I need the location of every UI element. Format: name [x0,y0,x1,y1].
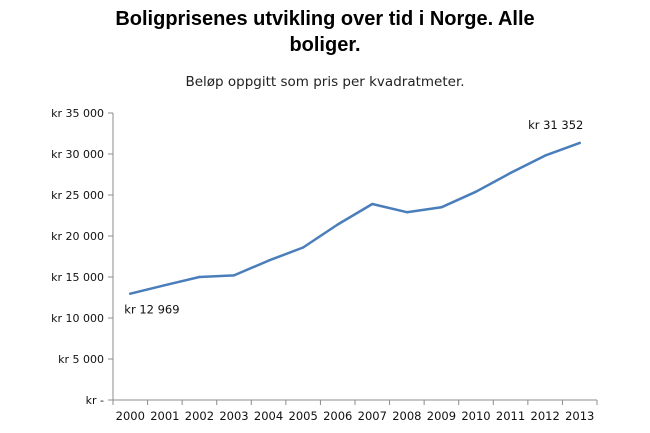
data-point [509,171,512,175]
data-point [336,223,339,226]
x-tick-label: 2003 [219,409,248,423]
data-point [163,284,167,287]
x-tick-label: 2011 [496,409,525,423]
data-point [543,154,547,157]
chart-title-line-2: boliger. [289,34,361,56]
data-point [267,259,270,262]
y-axis: kr - kr 5 000 kr 10 000 kr 15 000 kr 20 000 k… [51,107,114,407]
data-point [578,141,581,145]
y-tick-label: kr 35 000 [51,107,104,120]
y-tick-label: kr 15 000 [51,271,104,284]
y-tick-label: kr 20 000 [51,230,104,243]
data-point [198,275,201,279]
data-point [371,202,374,206]
data-point [129,292,132,295]
x-tick-label: 2002 [185,409,214,423]
data-point [440,206,443,209]
y-tick-label: kr 5 000 [58,353,104,366]
x-tick-label: 2009 [427,409,456,423]
x-tick-label: 2007 [358,409,387,423]
x-tick-label: 2004 [254,409,283,423]
chart-title-line-1: Boligprisenes utvikling over tid i Norge… [115,8,535,30]
series-line [129,141,581,295]
x-tick-label: 2008 [392,409,421,423]
data-labels: kr 12 969 kr 31 352 [124,118,583,317]
chart-title: Boligprisenes utvikling over tid i Norge… [0,6,650,58]
x-axis: 2000 2001 2002 2003 2004 2005 2006 2007 2008 2009… [112,399,598,423]
y-tick-label: kr - [86,394,104,407]
y-tick-label: kr 25 000 [51,189,104,202]
data-point [405,211,409,214]
x-tick-label: 2012 [531,409,560,423]
x-tick-label: 2005 [289,409,318,423]
data-label: kr 31 352 [528,118,583,132]
x-tick-label: 2010 [461,409,490,423]
chart-subtitle: Beløp oppgitt som pris per kvadratmeter. [185,74,465,90]
x-tick-label: 2000 [116,409,145,423]
y-tick-label: kr 10 000 [51,312,104,325]
data-point [232,274,236,277]
series-group [129,141,581,295]
data-label: kr 12 969 [124,303,179,317]
x-tick-label: 2013 [565,409,594,423]
x-tick-label: 2001 [150,409,179,423]
data-point [301,246,305,249]
x-tick-label: 2006 [323,409,352,423]
data-point [474,190,478,193]
y-tick-label: kr 30 000 [51,148,104,161]
